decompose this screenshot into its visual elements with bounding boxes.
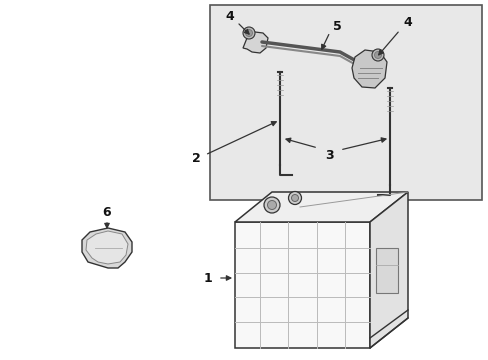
Circle shape [267, 201, 276, 210]
Text: 1: 1 [203, 271, 212, 284]
Polygon shape [235, 222, 369, 348]
Polygon shape [235, 192, 407, 222]
Text: 4: 4 [225, 9, 234, 23]
Circle shape [371, 49, 383, 61]
Text: 2: 2 [191, 152, 200, 165]
Text: 3: 3 [325, 149, 334, 162]
Circle shape [243, 27, 254, 39]
Bar [375, 248, 397, 293]
Circle shape [288, 192, 301, 204]
Text: 6: 6 [102, 206, 111, 219]
Polygon shape [369, 192, 407, 348]
Bar [209, 5, 481, 200]
Polygon shape [243, 32, 267, 53]
Text: 5: 5 [332, 19, 341, 32]
Polygon shape [86, 231, 128, 264]
Circle shape [374, 51, 381, 59]
Circle shape [245, 30, 252, 36]
Text: 4: 4 [403, 15, 411, 28]
Circle shape [264, 197, 280, 213]
Circle shape [291, 194, 298, 202]
Polygon shape [351, 50, 386, 88]
Polygon shape [82, 228, 132, 268]
